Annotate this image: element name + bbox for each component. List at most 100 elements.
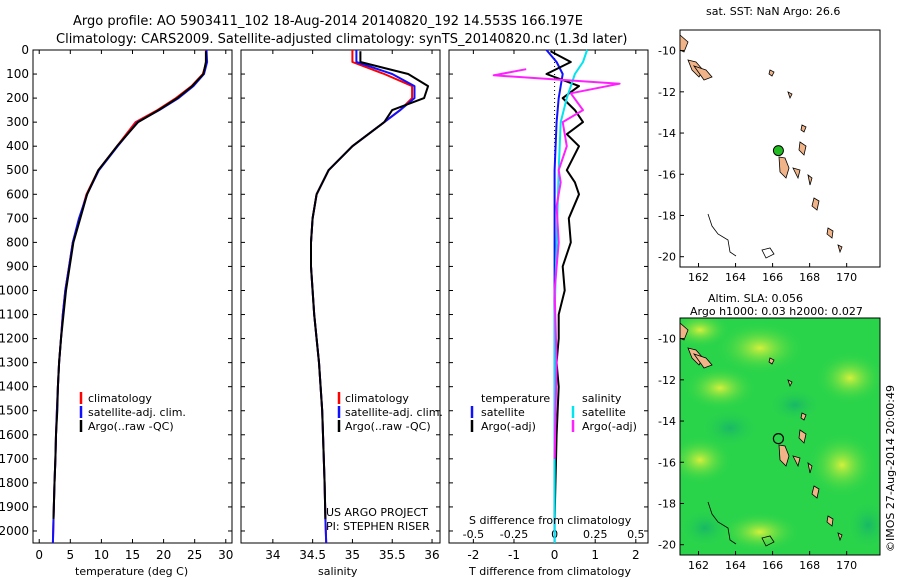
legend-label-t-argo: Argo(-adj): [481, 420, 536, 433]
legend-label-satellite: satellite-adj. clim.: [345, 406, 443, 419]
legend-label-argo: Argo(..raw -QC): [345, 420, 431, 433]
x-tick-label: 15: [125, 548, 140, 562]
legend-label-climatology: climatology: [88, 392, 152, 405]
temperature-legend: climatology satellite-adj. clim. Argo(..…: [79, 392, 186, 433]
y-tick-label: 1600: [0, 428, 29, 442]
x-tick-label: 5: [66, 548, 74, 562]
sla-anomaly: [684, 366, 756, 410]
island: [787, 379, 793, 388]
x-tick-label: 164: [725, 559, 746, 572]
island: [800, 412, 807, 421]
s-tick-label: 0.5: [627, 528, 645, 541]
x-tick-label: 168: [799, 559, 820, 572]
island: [807, 462, 813, 474]
y-tick-label: -12: [658, 374, 676, 387]
island: [798, 429, 807, 444]
x-tick-label: 36: [424, 548, 439, 562]
y-tick-label: 400: [6, 139, 29, 153]
reef-outline: [707, 213, 737, 257]
island: [680, 322, 689, 341]
salinity-plot: 34 34.5 35 35.5 36: [241, 49, 440, 562]
x-tick-label: 170: [836, 271, 857, 284]
y-tick-label: 300: [6, 115, 29, 129]
y-tick-label: -10: [658, 45, 676, 58]
y-tick-label: 1900: [0, 500, 29, 514]
legend-label-s-argo: Argo(-adj): [582, 420, 637, 433]
sla-map-title-1: Altim. SLA: 0.056: [708, 292, 803, 305]
island: [679, 34, 689, 53]
header-line-2: Climatology: CARS2009. Satellite-adjuste…: [56, 32, 628, 47]
island: [778, 444, 790, 467]
sla-anomaly: [716, 322, 804, 374]
y-tick-label: 100: [6, 67, 29, 81]
x-tick-label: 35: [345, 548, 360, 562]
x-tick-label: -1: [508, 548, 520, 562]
y-tick-label: 800: [6, 235, 29, 249]
x-tick-label: 35.5: [379, 548, 406, 562]
sla-map-axes: 162 164 166 168 170 -10 -12 -14 -16 -18 -20: [658, 333, 857, 572]
sla-anomaly: [816, 352, 880, 404]
sst-map-title: sat. SST: NaN Argo: 26.6: [706, 5, 840, 18]
sla-anomaly: [700, 408, 760, 448]
y-tick-label: 200: [6, 91, 29, 105]
island: [768, 69, 775, 77]
y-tick-label: 1000: [0, 283, 29, 297]
s-tick-label: 0.25: [583, 528, 608, 541]
salinity-panel-frame: [240, 49, 441, 544]
y-tick-label: -12: [658, 86, 676, 99]
island: [787, 91, 793, 100]
island: [692, 65, 713, 81]
x-tick-label: 166: [762, 559, 783, 572]
y-tick-label: -16: [658, 168, 676, 181]
x-tick-label: 30: [218, 548, 233, 562]
y-tick-label: 1400: [0, 380, 29, 394]
legend-label-t-satellite: satellite: [481, 406, 525, 419]
y-tick-label: 1200: [0, 332, 29, 346]
series-line: [51, 49, 209, 544]
sla-map-frame: [679, 317, 881, 556]
x-tick-label: 2: [632, 548, 640, 562]
y-tick-label: -10: [658, 333, 676, 346]
reef-outline: [761, 535, 775, 547]
x-tick-label: 25: [187, 548, 202, 562]
y-tick-label: -16: [658, 456, 676, 469]
y-tick-label: -14: [658, 415, 676, 428]
x-tick-label: 170: [836, 559, 857, 572]
y-tick-label: 2000: [0, 524, 29, 538]
island: [792, 167, 801, 180]
sla-anomaly: [680, 436, 732, 484]
y-tick-label: -14: [658, 127, 676, 140]
header-line-1: Argo profile: AO 5903411_102 18-Aug-2014…: [73, 14, 583, 29]
sla-anomaly: [846, 499, 880, 551]
island: [792, 455, 801, 468]
legend-label-climatology: climatology: [345, 392, 409, 405]
y-tick-label: -18: [658, 209, 676, 222]
island: [778, 156, 790, 179]
imos-stamp: ©IMOS 27-Aug-2014 20:00:49: [884, 385, 897, 552]
temperature-panel-frame: [32, 49, 233, 544]
project-label: US ARGO PROJECT: [326, 506, 428, 519]
y-tick-label: 900: [6, 259, 29, 273]
y-tick-label: 1500: [0, 404, 29, 418]
y-tick-label: 1700: [0, 452, 29, 466]
island: [826, 515, 834, 527]
x-tick-label: 166: [762, 271, 783, 284]
sst-map-axes: 162 164 166 168 170 -10 -12 -14 -16 -18 -20: [658, 45, 857, 284]
x-tick-label: 162: [688, 559, 709, 572]
reef-outline: [707, 501, 737, 545]
y-tick-label: 0: [21, 43, 29, 57]
island: [837, 244, 843, 254]
difference-panel-frame: [448, 49, 649, 544]
difference-legend: temperature satellite Argo(-adj) salinit…: [470, 392, 637, 433]
s-tick-label: -0.25: [500, 528, 528, 541]
x-tick-label: -2: [467, 548, 479, 562]
temperature-plot: 0100200300400500600700800900100011001200…: [0, 43, 233, 562]
legend-label-satellite: satellite-adj. clim.: [88, 406, 186, 419]
x-tick-label: 162: [688, 271, 709, 284]
s-tick-label: -0.5: [463, 528, 484, 541]
y-tick-label: 1100: [0, 308, 29, 322]
difference-x-label: T difference from climatology: [468, 565, 631, 578]
sla-anomaly: [808, 433, 876, 497]
